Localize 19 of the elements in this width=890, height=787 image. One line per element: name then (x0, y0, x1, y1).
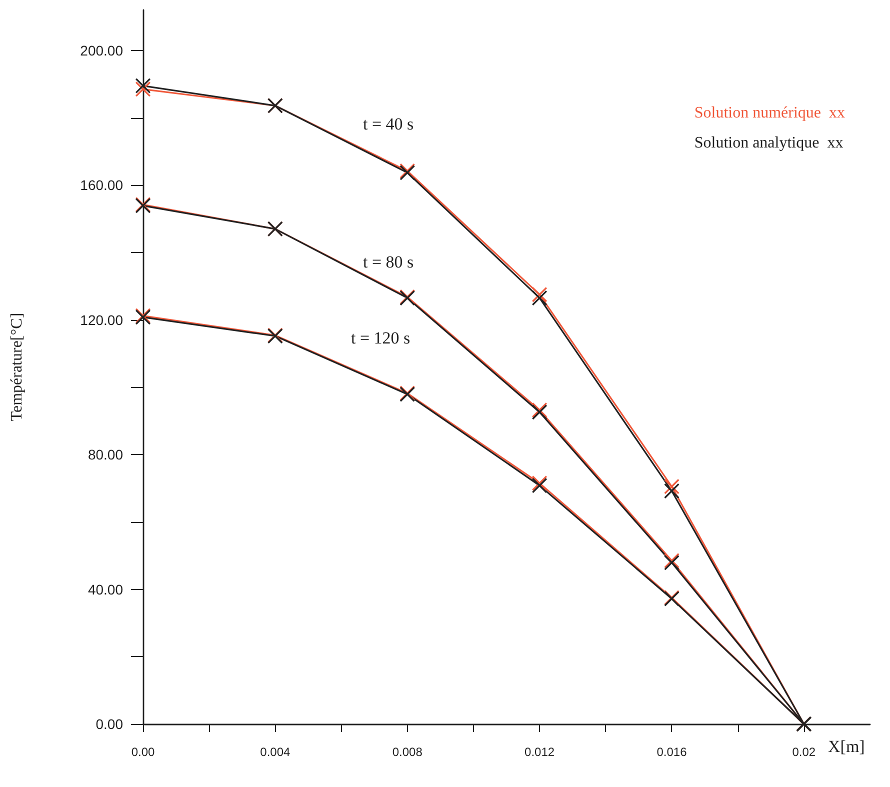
x-tick-label: 0.016 (656, 745, 688, 759)
y-tick-label: 200.00 (80, 42, 124, 58)
y-axis-title: Température[°C] (8, 312, 26, 422)
y-tick-label: 80.00 (88, 446, 124, 463)
text: Solution numérique xx (694, 104, 845, 122)
annotation: t = 80 s (363, 252, 414, 272)
x-tick-label: 0.00 (131, 745, 155, 759)
y-tick-label: 120.00 (80, 312, 124, 328)
x-tick-label: 0.004 (260, 745, 291, 759)
x-axis-title: X[m] (828, 737, 865, 756)
text: Solution analytique xx (694, 134, 844, 152)
y-tick-label: 160.00 (80, 177, 124, 194)
x-tick-label: 0.02 (792, 745, 816, 759)
annotation: t = 120 s (351, 328, 410, 348)
x-tick-label: 0.012 (524, 745, 555, 759)
y-tick-label: 40.00 (88, 581, 124, 598)
y-tick-label: 0.00 (96, 716, 124, 732)
annotation: t = 40 s (363, 114, 414, 134)
x-tick-label: 0.008 (392, 745, 423, 759)
